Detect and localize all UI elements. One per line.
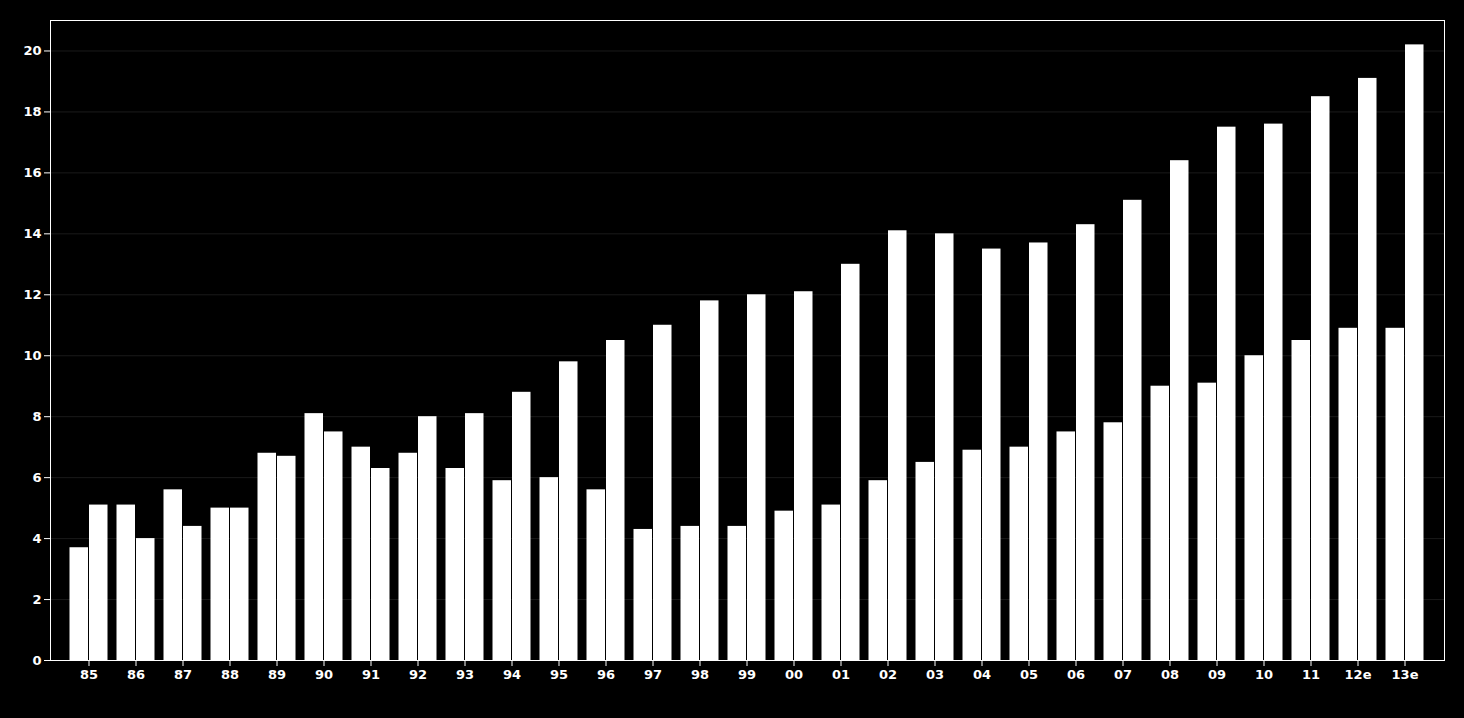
svg-text:01: 01 (832, 667, 850, 682)
svg-text:08: 08 (1161, 667, 1179, 682)
svg-text:00: 00 (785, 667, 803, 682)
svg-text:11: 11 (1302, 667, 1320, 682)
svg-text:05: 05 (1020, 667, 1038, 682)
svg-text:18: 18 (23, 104, 41, 119)
svg-text:86: 86 (127, 667, 145, 682)
svg-text:2: 2 (32, 592, 41, 607)
svg-text:91: 91 (362, 667, 380, 682)
svg-text:99: 99 (738, 667, 756, 682)
svg-text:92: 92 (409, 667, 427, 682)
svg-text:10: 10 (23, 348, 41, 363)
svg-text:06: 06 (1067, 667, 1085, 682)
svg-text:04: 04 (973, 667, 991, 682)
svg-text:12e: 12e (1345, 667, 1372, 682)
svg-text:8: 8 (32, 409, 41, 424)
svg-text:90: 90 (315, 667, 333, 682)
svg-text:97: 97 (644, 667, 662, 682)
svg-text:87: 87 (174, 667, 192, 682)
svg-text:88: 88 (221, 667, 239, 682)
svg-text:13e: 13e (1392, 667, 1419, 682)
svg-text:4: 4 (32, 531, 41, 546)
svg-text:98: 98 (691, 667, 709, 682)
svg-text:07: 07 (1114, 667, 1132, 682)
svg-text:95: 95 (550, 667, 568, 682)
svg-text:09: 09 (1208, 667, 1226, 682)
svg-text:93: 93 (456, 667, 474, 682)
svg-text:02: 02 (879, 667, 897, 682)
svg-text:96: 96 (597, 667, 615, 682)
svg-text:6: 6 (32, 470, 41, 485)
svg-text:94: 94 (503, 667, 521, 682)
svg-text:20: 20 (23, 43, 41, 58)
svg-text:14: 14 (23, 226, 41, 241)
svg-text:16: 16 (23, 165, 41, 180)
svg-text:12: 12 (23, 287, 41, 302)
svg-text:10: 10 (1255, 667, 1273, 682)
svg-text:89: 89 (268, 667, 286, 682)
svg-text:85: 85 (80, 667, 98, 682)
svg-text:0: 0 (32, 653, 41, 668)
svg-text:03: 03 (926, 667, 944, 682)
